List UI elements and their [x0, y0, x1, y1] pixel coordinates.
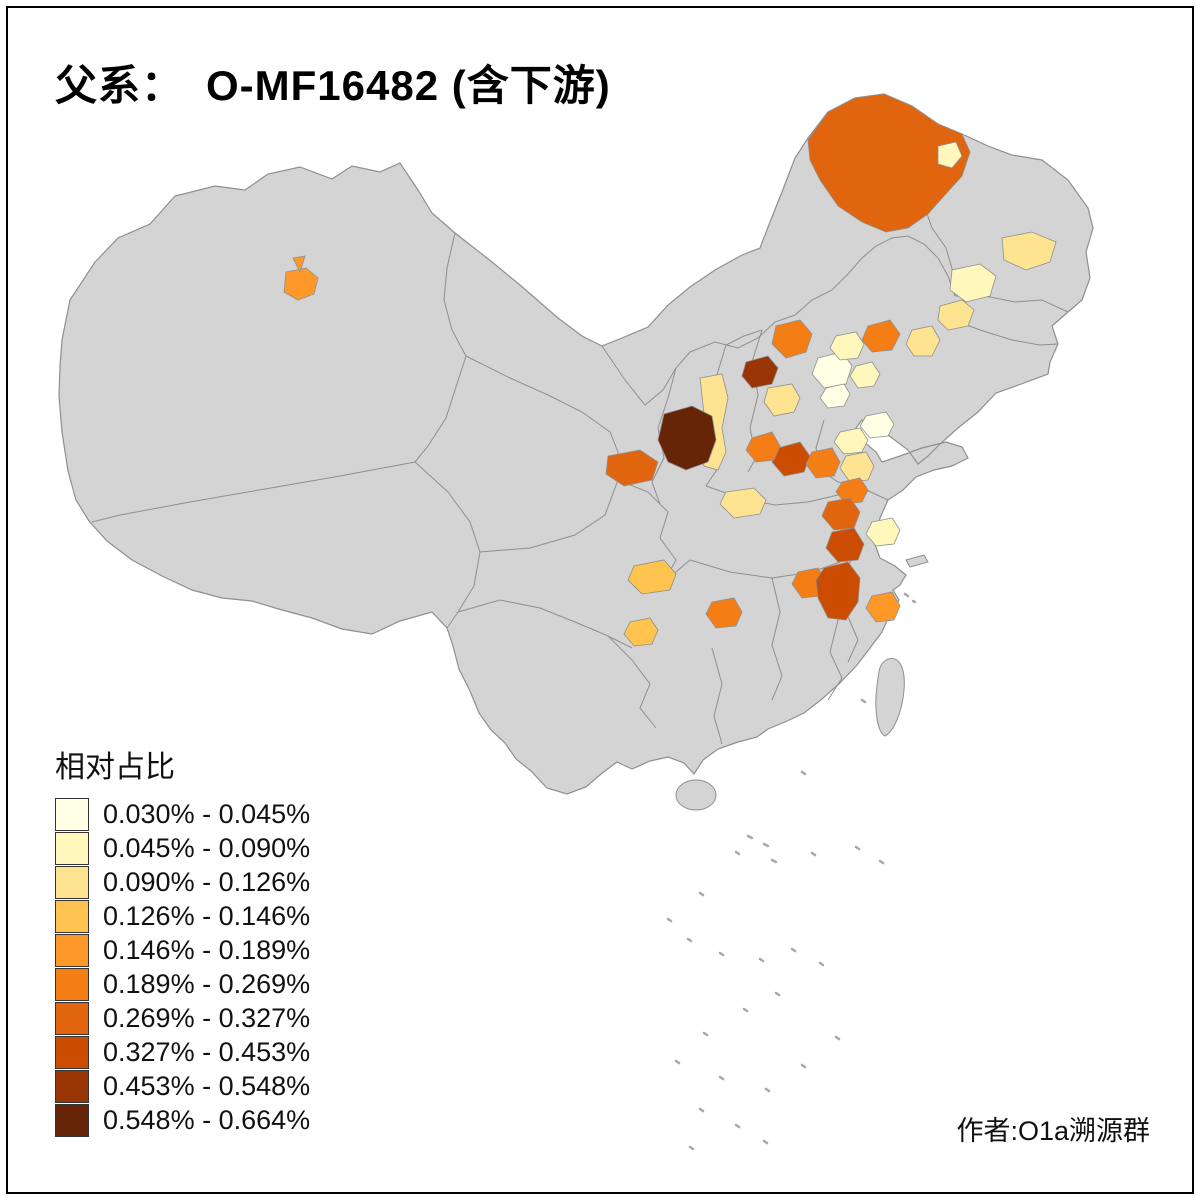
prefecture-region — [937, 141, 963, 169]
legend-label: 0.146% - 0.189% — [103, 935, 311, 965]
prefecture-region — [833, 427, 869, 455]
prefecture-region — [949, 263, 997, 303]
legend: 相对占比 0.030% - 0.045% 0.045% - 0.090% 0.0… — [55, 742, 310, 1138]
prefecture-region — [763, 383, 801, 417]
legend-row: 0.030% - 0.045% — [55, 798, 310, 831]
legend-row: 0.327% - 0.453% — [55, 1036, 310, 1069]
plot-frame — [6, 6, 1194, 1194]
prefecture-region — [835, 477, 869, 505]
legend-label: 0.126% - 0.146% — [103, 901, 311, 931]
legend-label: 0.548% - 0.664% — [103, 1105, 311, 1135]
prefecture-region — [657, 405, 717, 471]
legend-label: 0.269% - 0.327% — [103, 1003, 311, 1033]
legend-row: 0.146% - 0.189% — [55, 934, 310, 967]
prefecture-region — [849, 361, 881, 389]
prefecture-region — [861, 319, 901, 353]
prefecture-region — [719, 487, 767, 519]
legend-label: 0.189% - 0.269% — [103, 969, 311, 999]
legend-label: 0.045% - 0.090% — [103, 833, 311, 863]
prefecture-region — [905, 325, 941, 357]
prefecture-region — [771, 319, 813, 359]
prefecture-region — [839, 451, 875, 483]
hainan-island — [675, 779, 717, 811]
legend-swatch — [55, 1104, 89, 1137]
legend-swatch — [55, 866, 89, 899]
legend-row: 0.126% - 0.146% — [55, 900, 310, 933]
legend-row: 0.269% - 0.327% — [55, 1002, 310, 1035]
prefecture-region — [605, 449, 659, 487]
legend-swatch — [55, 934, 89, 967]
legend-row: 0.548% - 0.664% — [55, 1104, 310, 1137]
legend-swatch — [55, 1070, 89, 1103]
south-china-sea-islets — [666, 592, 917, 1151]
prefecture-region — [627, 559, 677, 595]
legend-row: 0.453% - 0.548% — [55, 1070, 310, 1103]
legend-swatch — [55, 832, 89, 865]
prefecture-region — [283, 267, 319, 301]
prefecture-region — [623, 617, 659, 647]
legend-swatch — [55, 798, 89, 831]
legend-label: 0.453% - 0.548% — [103, 1071, 311, 1101]
legend-swatch — [55, 1002, 89, 1035]
prefecture-region — [859, 411, 895, 439]
legend-label: 0.327% - 0.453% — [103, 1037, 311, 1067]
prefecture-region — [292, 255, 306, 274]
legend-swatch — [55, 968, 89, 1001]
prefecture-region — [705, 597, 743, 629]
prefecture-region — [829, 331, 865, 361]
prefecture-region — [819, 383, 851, 409]
prefecture-region — [741, 355, 779, 389]
chongming-island — [905, 554, 929, 568]
prefecture-region — [937, 299, 975, 331]
legend-swatch — [55, 900, 89, 933]
prefecture-region — [805, 447, 841, 479]
prefecture-region — [815, 561, 861, 621]
prefecture-region — [807, 93, 971, 233]
prefecture-region — [825, 527, 865, 563]
legend-swatch — [55, 1036, 89, 1069]
choropleth-regions — [283, 93, 1057, 647]
legend-label: 0.030% - 0.045% — [103, 799, 311, 829]
legend-row: 0.189% - 0.269% — [55, 968, 310, 1001]
map-title: 父系： O-MF16482 (含下游) — [55, 62, 611, 109]
attribution: 作者:O1a溯源群 — [956, 1116, 1150, 1146]
prefecture-region — [865, 591, 901, 623]
prefecture-region — [865, 517, 901, 547]
legend-row: 0.090% - 0.126% — [55, 866, 310, 899]
taiwan-island — [875, 658, 905, 737]
legend-title: 相对占比 — [55, 751, 175, 784]
prefecture-region — [771, 441, 811, 477]
legend-row: 0.045% - 0.090% — [55, 832, 310, 865]
prefecture-region — [1001, 231, 1057, 271]
legend-label: 0.090% - 0.126% — [103, 867, 311, 897]
prefecture-region — [745, 431, 781, 463]
